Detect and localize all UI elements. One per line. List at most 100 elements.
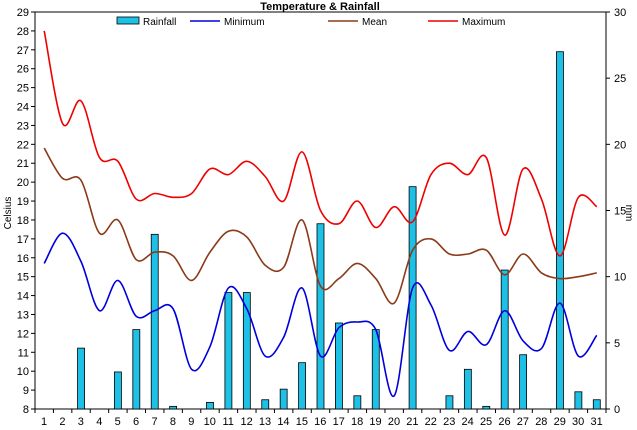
rainfall-bar [408,186,417,410]
rainfall-bar [519,354,528,410]
x-tick-label: 16 [314,416,326,428]
left-tick-label: 19 [17,196,29,208]
x-tick-label: 31 [590,416,602,428]
x-tick-label: 17 [333,416,345,428]
chart-title: Temperature & Rainfall [260,1,380,13]
right-tick-label: 10 [614,272,626,284]
rainfall-bar [335,322,343,410]
legend-label: Rainfall [143,17,176,28]
x-tick-label: 19 [369,416,381,428]
rainfall-bar [353,395,362,410]
rainfall-bar [556,51,564,410]
left-axis-label: Celsius [3,197,14,230]
rainfall-bar [132,329,141,410]
rainfall-bar [279,388,288,410]
x-tick-label: 12 [240,416,252,428]
left-tick-label: 22 [17,139,29,151]
x-tick-label: 30 [572,416,584,428]
left-tick-label: 9 [23,385,29,397]
left-tick-label: 28 [17,26,29,38]
right-tick-label: 25 [614,73,626,85]
rainfall-bar [77,347,85,410]
x-tick-label: 27 [517,416,529,428]
left-tick-label: 15 [17,272,29,284]
right-tick-label: 15 [614,206,626,218]
x-tick-label: 11 [222,416,233,428]
left-tick-label: 29 [17,7,29,19]
rainfall-bars [77,51,601,410]
rainfall-bar [224,292,233,410]
right-tick-label: 5 [614,338,620,350]
rainfall-bar [482,405,491,410]
x-tick-label: 1 [41,416,47,428]
x-tick-label: 4 [96,416,102,428]
x-tick-label: 14 [277,416,289,428]
rainfall-bar [150,233,159,410]
left-tick-label: 11 [18,347,29,359]
legend-label: Mean [362,17,387,28]
rainfall-bar [592,399,601,410]
right-tick-label: 20 [614,139,626,151]
x-tick-label: 3 [78,416,84,428]
x-tick-label: 26 [498,416,510,428]
rainfall-bar [574,391,583,410]
left-tick-label: 13 [17,309,29,321]
x-tick-label: 23 [443,416,455,428]
series-line-maximum [43,30,598,257]
left-tick-label: 20 [17,177,29,189]
left-tick-label: 23 [17,120,29,132]
x-tick-label: 6 [133,416,139,428]
left-tick-label: 17 [17,234,29,246]
rainfall-bar [113,371,122,410]
left-tick-label: 25 [17,83,29,95]
legend-label: Minimum [224,17,265,28]
left-tick-label: 21 [17,158,29,170]
x-tick-label: 13 [259,416,271,428]
left-tick-label: 10 [17,366,29,378]
x-tick-label: 18 [351,416,363,428]
rainfall-bar [371,329,380,410]
legend-label: Maximum [462,17,505,28]
right-axis-label: mm [623,205,634,222]
x-tick-label: 5 [115,416,121,428]
rainfall-bar [316,223,325,410]
x-tick-label: 24 [462,416,474,428]
x-tick-label: 15 [296,416,308,428]
legend: Rainfall Minimum Mean Maximum [116,16,505,28]
x-tick-label: 20 [388,416,400,428]
right-tick-label: 0 [614,404,620,416]
rainfall-bar [298,362,306,410]
x-tick-label: 29 [554,416,566,428]
x-tick-label: 8 [170,416,176,428]
rainfall-bar [206,401,214,410]
x-tick-label: 22 [425,416,437,428]
x-tick-label: 2 [59,416,65,428]
legend-swatch [116,16,140,25]
x-tick-label: 25 [480,416,492,428]
left-tick-label: 12 [17,328,29,340]
x-tick-label: 21 [406,416,418,428]
x-tick-label: 10 [204,416,216,428]
left-tick-label: 14 [17,291,29,303]
axes: 8910111213141516171819202122232425262728… [17,7,627,428]
rainfall-bar [445,395,454,410]
left-tick-label: 24 [17,102,29,114]
x-tick-label: 28 [535,416,547,428]
rainfall-bar [242,292,251,410]
x-tick-label: 9 [188,416,194,428]
series-line-mean [43,147,597,305]
series-line-minimum [43,232,598,397]
left-tick-label: 27 [17,45,29,57]
temperature-lines [43,30,598,397]
rainfall-bar [169,405,178,410]
rainfall-bar [261,399,270,410]
x-tick-label: 7 [151,416,157,428]
left-tick-label: 16 [17,253,29,265]
rainfall-bar [463,368,472,410]
left-tick-label: 18 [17,215,29,227]
left-tick-label: 8 [23,404,29,416]
rainfall-bar [500,269,509,410]
left-tick-label: 26 [17,64,29,76]
right-tick-label: 30 [614,7,626,19]
